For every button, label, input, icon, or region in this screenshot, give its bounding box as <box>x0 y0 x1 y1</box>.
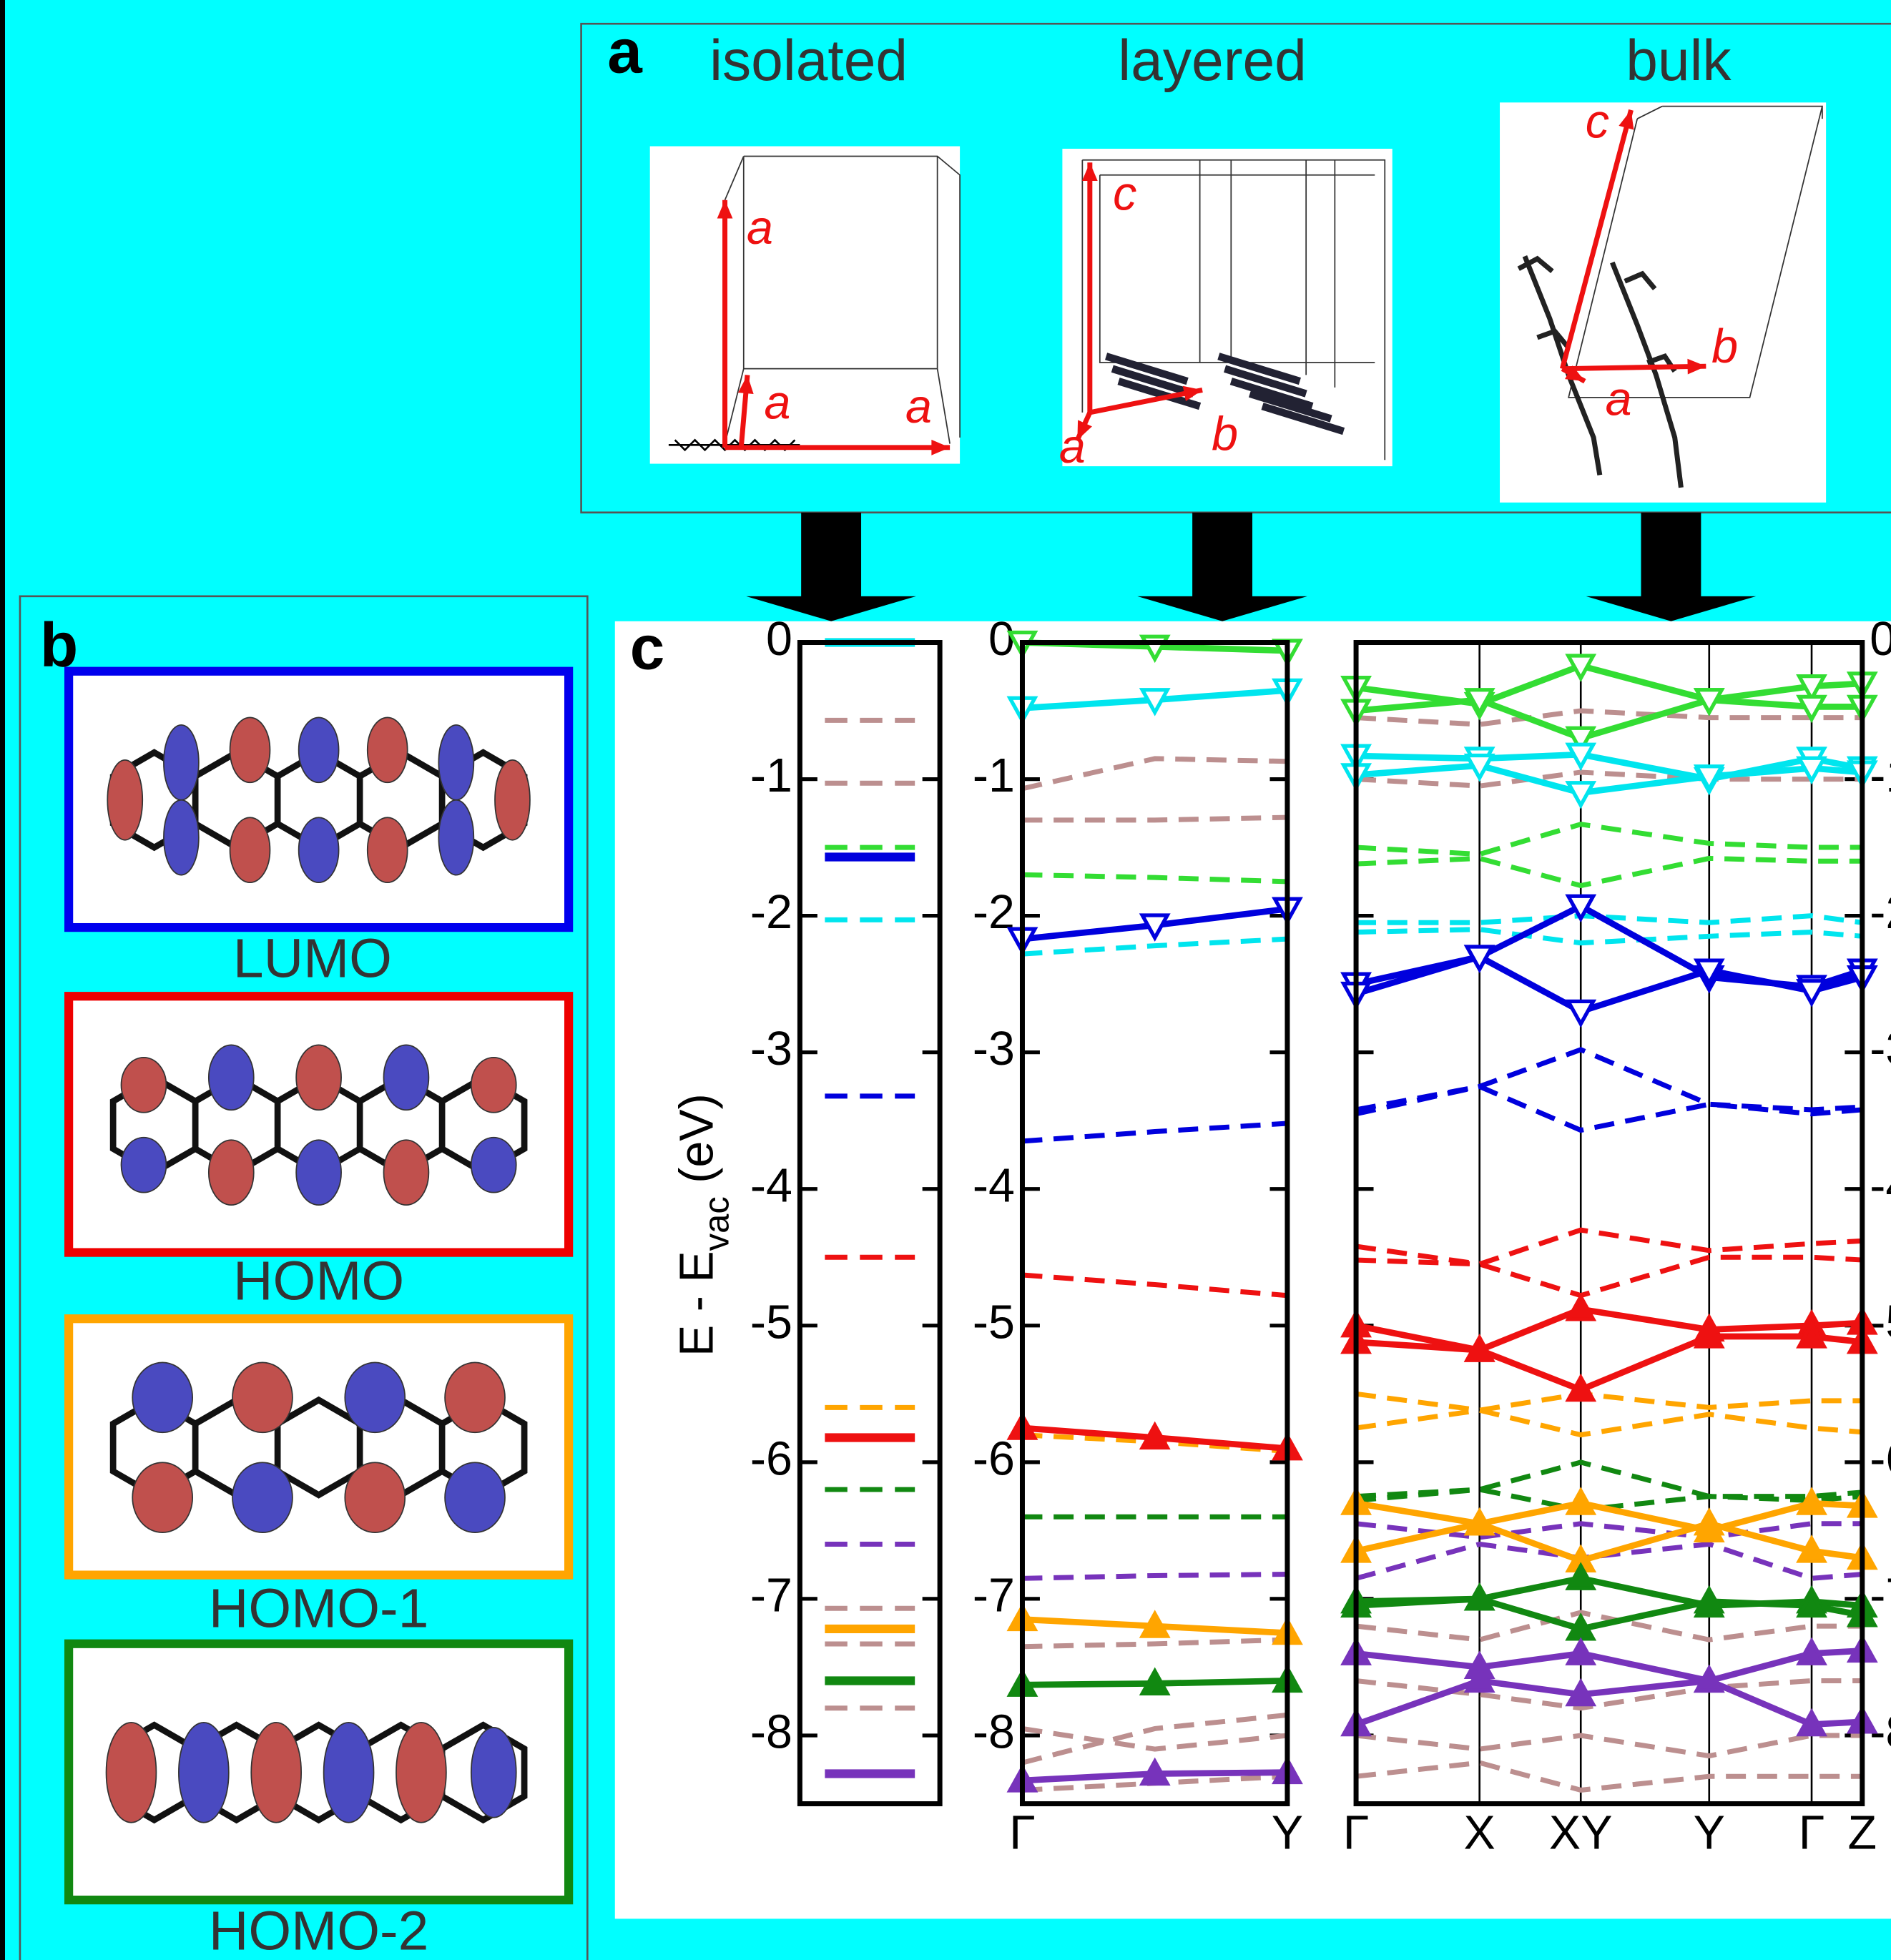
lobe <box>368 817 408 882</box>
lobe <box>232 1462 293 1532</box>
lobe <box>122 1138 167 1193</box>
x-tick-label: Z <box>1848 1806 1877 1859</box>
structure-title: layered <box>1118 29 1307 93</box>
lobe <box>438 800 473 875</box>
lobe <box>107 1723 157 1823</box>
y-tick-label: -3 <box>973 1023 1015 1075</box>
x-tick-label: Y <box>1272 1806 1303 1859</box>
lobe <box>383 1140 428 1205</box>
y-tick-label: -4 <box>1870 1159 1891 1212</box>
structure-title: bulk <box>1626 29 1732 93</box>
lobe <box>251 1723 301 1823</box>
y-tick-label: 0 <box>988 613 1015 666</box>
y-tick-label: -7 <box>973 1569 1015 1622</box>
structure-bulk <box>1500 102 1826 502</box>
lobe <box>209 1045 254 1110</box>
panel-label: c <box>630 613 665 683</box>
lobe <box>324 1723 374 1823</box>
lobe <box>299 717 339 782</box>
y-tick-label: -5 <box>973 1296 1015 1349</box>
lobe <box>445 1462 505 1532</box>
x-tick-label: Y <box>1694 1806 1725 1859</box>
lobe <box>122 1058 167 1113</box>
y-tick-label: -6 <box>1870 1432 1891 1485</box>
lobe <box>495 760 530 840</box>
lattice-label: b <box>1212 408 1238 461</box>
lobe <box>230 817 270 882</box>
lattice-label: a <box>1059 420 1086 473</box>
y-tick-label: -5 <box>750 1296 792 1349</box>
x-tick-label: XY <box>1549 1806 1613 1859</box>
structure-title: isolated <box>709 29 908 93</box>
orbital-label: HOMO <box>233 1250 404 1311</box>
orbital-box <box>69 671 569 927</box>
lobe <box>209 1140 254 1205</box>
orbital-label: HOMO-1 <box>209 1577 429 1639</box>
lobe <box>471 1138 516 1193</box>
x-tick-label: X <box>1464 1806 1495 1859</box>
lattice-vector <box>1562 366 1706 368</box>
lobe <box>296 1045 341 1110</box>
lattice-label: a <box>1606 373 1632 425</box>
y-tick-label: -1 <box>750 749 792 802</box>
lobe <box>471 1058 516 1113</box>
y-tick-label: -5 <box>1870 1296 1891 1349</box>
lattice-label: c <box>1113 168 1136 221</box>
y-tick-label: -2 <box>973 886 1015 939</box>
lobe <box>164 725 199 800</box>
lattice-label: a <box>747 202 773 255</box>
lobe <box>368 717 408 782</box>
y-tick-label: -3 <box>1870 1023 1891 1075</box>
x-tick-label: Γ <box>1343 1806 1370 1859</box>
y-tick-label: -4 <box>973 1159 1015 1212</box>
lobe <box>132 1362 192 1432</box>
lobe <box>230 717 270 782</box>
y-tick-label: 0 <box>766 613 792 666</box>
lattice-label: a <box>905 380 932 433</box>
lobe <box>345 1362 405 1432</box>
lattice-label: c <box>1586 95 1609 148</box>
y-axis-label-part: E - E <box>670 1251 723 1356</box>
lobe <box>471 1728 516 1818</box>
lobe <box>438 725 473 800</box>
y-tick-label: -2 <box>750 886 792 939</box>
lobe <box>164 800 199 875</box>
lobe <box>396 1723 446 1823</box>
y-tick-label: -6 <box>973 1432 1015 1485</box>
y-tick-label: -2 <box>1870 886 1891 939</box>
y-tick-label: -4 <box>750 1159 792 1212</box>
x-tick-label: Γ <box>1009 1806 1036 1859</box>
x-tick-label: Γ <box>1799 1806 1825 1859</box>
y-tick-label: -8 <box>973 1706 1015 1759</box>
lobe <box>299 817 339 882</box>
figure: a b c LUMO HOMO HOMO-1 HOMO-2 isolated a a… <box>0 0 1891 1960</box>
lobe <box>383 1045 428 1110</box>
orbital-box <box>69 1319 569 1575</box>
orbital-label: LUMO <box>233 927 392 989</box>
y-axis-label-part: (eV) <box>670 1093 723 1196</box>
band <box>1022 817 1287 820</box>
lobe <box>445 1362 505 1432</box>
lobe <box>232 1362 293 1432</box>
edge <box>0 0 5 1960</box>
lobe <box>296 1140 341 1205</box>
y-tick-label: 0 <box>1870 613 1891 666</box>
panel-label: a <box>607 16 643 87</box>
y-axis-label-part: vac <box>698 1196 737 1251</box>
orbital-label: HOMO-2 <box>209 1900 429 1960</box>
y-tick-label: -8 <box>750 1706 792 1759</box>
lattice-label: a <box>764 377 790 430</box>
lobe <box>132 1462 192 1532</box>
lobe <box>179 1723 229 1823</box>
orbital-box <box>69 996 569 1252</box>
lobe <box>107 760 142 840</box>
lobe <box>345 1462 405 1532</box>
lattice-label: b <box>1711 320 1738 373</box>
y-tick-label: -7 <box>750 1569 792 1622</box>
y-tick-label: -6 <box>750 1432 792 1485</box>
y-tick-label: -1 <box>973 749 1015 802</box>
y-tick-label: -3 <box>750 1023 792 1075</box>
